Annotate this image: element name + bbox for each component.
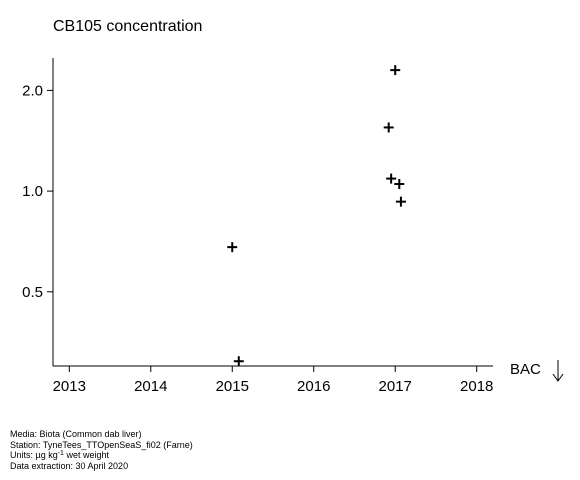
y-tick-label: 0.5: [22, 284, 43, 301]
footer-station: Station: TyneTees_TTOpenSeaS_fi02 (Farne…: [10, 439, 193, 450]
data-point: [227, 242, 238, 253]
x-axis-ticks: 2013 2014 2015 2016 2017 2018: [53, 366, 493, 395]
bac-annotation: BAC: [510, 360, 564, 382]
footer-media: Media: Biota (Common dab liver): [10, 429, 142, 439]
footer-units-suffix: wet weight: [63, 450, 109, 460]
axes: [52, 58, 493, 367]
x-tick-label: 2016: [297, 378, 330, 395]
data-point: [390, 65, 401, 76]
data-point: [233, 356, 244, 367]
footer-units: Units: µg kg-1 wet weight: [10, 450, 193, 461]
x-tick-label: 2013: [53, 378, 86, 395]
data-points: [227, 65, 406, 367]
footer-metadata: Media: Biota (Common dab liver) Station:…: [10, 429, 193, 471]
bac-label: BAC: [510, 361, 541, 378]
x-tick-label: 2014: [134, 378, 167, 395]
y-axis-ticks: 0.5 1.0 2.0: [22, 82, 53, 301]
y-tick-label: 1.0: [22, 183, 43, 200]
data-point: [394, 179, 405, 190]
y-tick-label: 2.0: [22, 82, 43, 99]
footer-units-prefix: Units: µg kg: [10, 450, 58, 460]
data-point: [386, 173, 397, 184]
data-point: [383, 122, 394, 133]
bac-arrow-head: [552, 373, 564, 382]
data-point: [395, 196, 406, 207]
chart-title: CB105 concentration: [53, 18, 203, 35]
footer-units-exponent: -1: [57, 450, 64, 457]
x-tick-label: 2017: [379, 378, 412, 395]
x-tick-label: 2015: [216, 378, 249, 395]
x-tick-label: 2018: [460, 378, 493, 395]
footer-extraction: Data extraction: 30 April 2020: [10, 460, 129, 471]
